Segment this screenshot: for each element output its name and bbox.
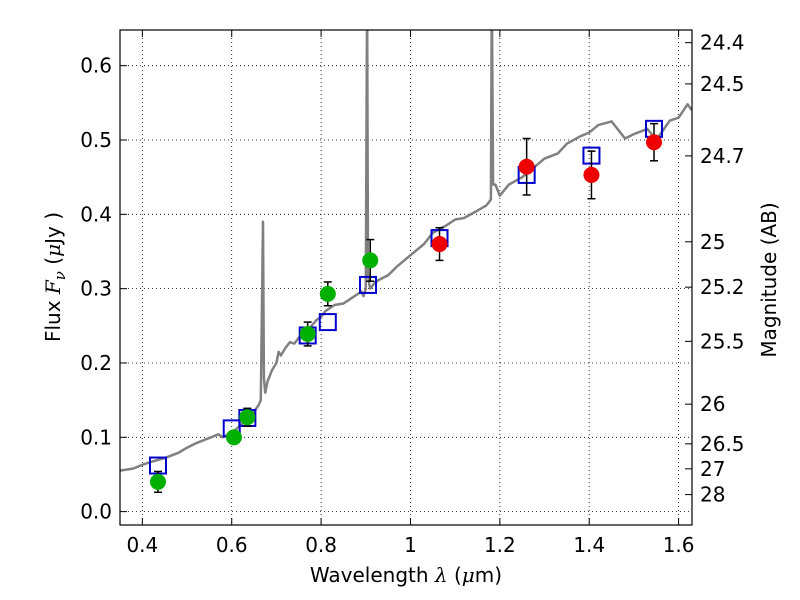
data-point xyxy=(149,473,166,490)
data-point xyxy=(225,429,242,446)
data-point xyxy=(299,325,316,342)
data-point xyxy=(431,236,448,253)
y-tick-label: 0.6 xyxy=(80,54,112,78)
x-tick-label: 1.2 xyxy=(484,533,516,557)
mag-tick-label: 24.4 xyxy=(700,31,745,55)
data-point xyxy=(646,134,663,151)
mag-tick-label: 25.5 xyxy=(700,329,745,353)
x-axis-label: Wavelength λ (μm) xyxy=(310,563,502,587)
mag-tick-label: 24.7 xyxy=(700,144,745,168)
y-tick-label: 0.0 xyxy=(80,500,112,524)
mag-tick-label: 26 xyxy=(700,392,725,416)
x-tick-label: 0.4 xyxy=(126,533,158,557)
mag-tick-label: 25 xyxy=(700,230,725,254)
data-point xyxy=(583,166,600,183)
data-point xyxy=(239,409,256,426)
y-tick-label: 0.5 xyxy=(80,128,112,152)
y-tick-label: 0.1 xyxy=(80,425,112,449)
plot-frame xyxy=(119,29,693,526)
y-tick-label: 0.3 xyxy=(80,277,112,301)
data-point xyxy=(362,252,379,269)
mag-tick-label: 27 xyxy=(700,457,725,481)
mag-tick-label: 24.5 xyxy=(700,72,745,96)
axes: 0.4 0.6 0.8 1 1.2 1.4 1.6 0.0 0.1 0.2 0.3 0.4 0.5 0.6… xyxy=(80,30,745,557)
x-tick-label: 0.8 xyxy=(305,533,337,557)
y-tick-label: 0.4 xyxy=(80,202,112,226)
x-tick-label: 1 xyxy=(404,533,417,557)
y-axis-label: Flux Fν (μJy ) xyxy=(41,212,69,342)
x-tick-label: 0.6 xyxy=(216,533,248,557)
y-tick-label: 0.2 xyxy=(80,351,112,375)
mag-tick-label: 25.2 xyxy=(700,275,745,299)
model-photometry-square xyxy=(318,313,337,332)
plot-area xyxy=(120,30,692,494)
grid xyxy=(120,30,692,525)
model-photometry-square xyxy=(359,275,378,294)
data-point xyxy=(518,158,535,175)
model-spectrum-line xyxy=(120,30,692,472)
mag-tick-label: 28 xyxy=(700,483,725,507)
data-point xyxy=(319,285,336,302)
y2-axis-label: Magnitude (AB) xyxy=(757,202,781,357)
x-tick-label: 1.6 xyxy=(663,533,695,557)
x-tick-label: 1.4 xyxy=(573,533,605,557)
mag-tick-label: 26.5 xyxy=(700,432,745,456)
